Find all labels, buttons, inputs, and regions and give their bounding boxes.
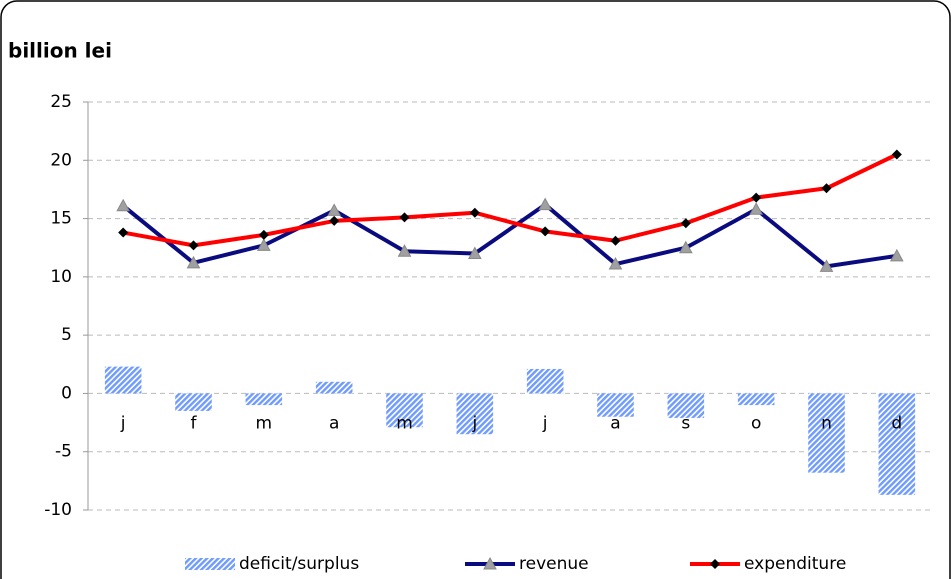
x-tick-label: n xyxy=(821,413,832,433)
marker xyxy=(678,240,693,254)
marker xyxy=(610,235,621,246)
bar xyxy=(667,393,705,418)
y-tick-label: 10 xyxy=(50,267,72,287)
legend-label: revenue xyxy=(519,554,589,574)
bar xyxy=(808,393,845,473)
x-tick-label: m xyxy=(256,413,273,433)
legend-label: expenditure xyxy=(744,554,846,574)
x-tick-label: a xyxy=(610,413,620,433)
marker xyxy=(397,244,412,257)
x-tick-label: j xyxy=(471,413,477,433)
y-tick-label: -5 xyxy=(55,442,72,462)
bar xyxy=(245,393,283,406)
bar xyxy=(737,393,775,406)
bar xyxy=(456,393,494,435)
bar xyxy=(597,393,634,417)
x-tick-label: m xyxy=(396,413,413,433)
bar xyxy=(104,366,142,394)
y-tick-label: 25 xyxy=(50,92,72,112)
line xyxy=(121,202,898,269)
marker xyxy=(469,207,480,218)
marker xyxy=(751,192,762,203)
marker xyxy=(749,202,764,215)
x-tick-label: s xyxy=(681,413,690,433)
marker xyxy=(680,218,691,229)
x-tick-label: f xyxy=(191,413,198,433)
marker xyxy=(540,226,551,237)
x-tick-label: a xyxy=(329,413,339,433)
marker xyxy=(538,197,553,211)
marker xyxy=(256,238,271,251)
y-tick-label: 20 xyxy=(50,150,72,170)
legend-label: deficit/surplus xyxy=(239,554,359,574)
marker xyxy=(819,259,834,272)
marker xyxy=(327,203,342,216)
marker xyxy=(467,246,482,260)
chart-title: billion lei xyxy=(8,39,112,63)
y-tick-label: 5 xyxy=(61,325,72,345)
y-tick-label: 15 xyxy=(50,209,72,229)
marker xyxy=(889,248,904,262)
marker xyxy=(116,198,131,212)
legend-swatch xyxy=(185,558,235,570)
x-tick-label: j xyxy=(542,413,548,433)
bar xyxy=(878,393,916,495)
marker xyxy=(329,215,340,226)
marker xyxy=(891,149,902,160)
marker xyxy=(188,240,199,251)
marker xyxy=(258,229,269,240)
bar xyxy=(386,393,423,428)
marker xyxy=(483,556,497,570)
marker xyxy=(608,256,623,270)
marker xyxy=(399,212,410,223)
bar xyxy=(175,393,212,411)
marker xyxy=(710,559,720,569)
x-tick-label: j xyxy=(120,413,126,433)
marker xyxy=(186,255,201,269)
line xyxy=(122,152,898,248)
x-tick-label: d xyxy=(891,413,902,433)
y-tick-label: -10 xyxy=(44,500,72,520)
marker xyxy=(821,183,832,194)
y-tick-label: 0 xyxy=(61,383,72,403)
bar xyxy=(526,368,564,394)
x-tick-label: o xyxy=(751,413,761,433)
bar xyxy=(315,381,353,394)
marker xyxy=(118,227,129,238)
